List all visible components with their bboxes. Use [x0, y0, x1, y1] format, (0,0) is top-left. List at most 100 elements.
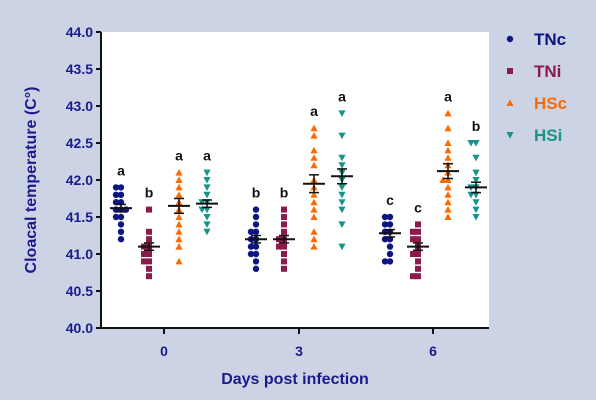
data-point	[310, 146, 318, 154]
data-point	[444, 139, 452, 146]
data-point	[146, 251, 152, 257]
data-point	[146, 273, 152, 280]
significance-letter: a	[117, 162, 125, 178]
data-point	[276, 243, 282, 250]
data-point	[310, 213, 318, 220]
data-point	[175, 257, 183, 265]
legend-marker	[506, 99, 514, 106]
data-point	[112, 191, 120, 198]
data-point	[472, 154, 480, 162]
data-point	[472, 199, 480, 206]
y-tick-label: 42.5	[66, 135, 93, 151]
data-point	[444, 213, 452, 220]
mean-sem-bars	[110, 162, 487, 252]
data-point	[386, 258, 394, 265]
data-point	[203, 184, 211, 191]
data-point	[338, 243, 346, 251]
data-point	[117, 184, 125, 191]
legend: TNc TNi HSc HSi	[506, 30, 567, 145]
data-point	[252, 213, 260, 221]
data-point	[146, 265, 152, 272]
data-point	[415, 273, 421, 280]
data-point	[112, 213, 120, 221]
data-point	[415, 221, 421, 228]
data-point	[310, 243, 318, 250]
data-point	[252, 243, 260, 250]
y-tick-label: 41.0	[66, 246, 93, 262]
x-tick-label: 6	[429, 343, 437, 359]
data-point	[203, 214, 211, 221]
axes	[100, 32, 489, 329]
significance-letter: a	[338, 88, 346, 104]
data-point	[310, 235, 318, 243]
data-point	[444, 146, 452, 154]
significance-letter: a	[444, 88, 452, 104]
data-point	[117, 213, 125, 221]
data-point	[410, 273, 416, 280]
data-point	[472, 191, 480, 199]
data-point	[175, 243, 183, 250]
data-point	[281, 265, 287, 272]
data-point	[444, 206, 452, 213]
data-point	[472, 206, 480, 214]
data-point	[467, 191, 475, 199]
data-point	[415, 258, 421, 265]
data-point	[117, 228, 125, 235]
data-point	[146, 236, 152, 243]
data-point	[175, 235, 183, 243]
data-point	[175, 183, 183, 191]
data-point	[310, 191, 318, 198]
data-point	[146, 228, 152, 235]
data-point	[410, 236, 416, 243]
data-point	[338, 221, 346, 228]
data-point	[175, 228, 183, 235]
data-point	[310, 198, 318, 206]
y-tick-label: 40.0	[66, 320, 93, 336]
data-point	[444, 191, 452, 198]
data-point	[203, 191, 211, 199]
data-point	[117, 236, 125, 243]
y-tick-label: 43.0	[66, 98, 93, 114]
data-point	[472, 140, 480, 147]
data-point	[415, 236, 421, 243]
data-point	[444, 198, 452, 206]
data-point	[467, 140, 475, 147]
data-point	[175, 220, 183, 228]
data-point	[146, 258, 152, 265]
plot-area	[101, 32, 489, 328]
data-point	[252, 250, 260, 258]
data-point	[141, 251, 147, 257]
data-point	[281, 221, 287, 228]
data-point	[141, 258, 147, 265]
data-point	[472, 214, 480, 221]
data-point	[444, 183, 452, 191]
significance-letter: c	[386, 192, 394, 208]
data-point	[198, 199, 206, 206]
data-point	[410, 251, 416, 257]
data-point	[281, 206, 287, 213]
data-point	[175, 213, 183, 220]
data-point	[381, 221, 389, 228]
legend-label: TNc	[534, 30, 566, 49]
y-axis-title: Cloacal temperature (C°)	[23, 87, 40, 274]
data-point	[175, 191, 183, 198]
data-point	[381, 213, 389, 221]
data-point	[386, 250, 394, 258]
data-point	[410, 228, 416, 235]
data-point	[386, 221, 394, 228]
y-tick-label: 40.5	[66, 283, 93, 299]
data-point	[146, 206, 152, 213]
data-point	[415, 265, 421, 272]
data-point	[338, 132, 346, 140]
data-point	[281, 251, 287, 257]
data-point	[247, 228, 255, 235]
data-point	[117, 221, 125, 228]
data-point	[310, 161, 318, 169]
y-tick-labels: 40.0 40.5 41.0 41.5 42.0 42.5 43.0 43.5 44.0	[66, 24, 93, 336]
data-point	[252, 265, 260, 272]
data-point	[281, 258, 287, 265]
data-point	[203, 177, 211, 184]
legend-label: HSc	[534, 94, 567, 113]
significance-letter: a	[203, 148, 211, 164]
